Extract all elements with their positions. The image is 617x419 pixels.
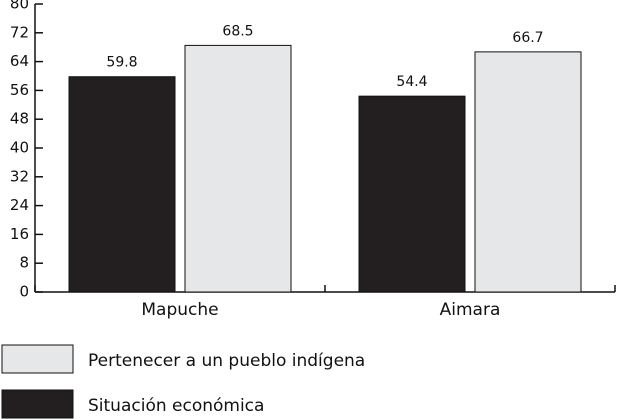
y-tick-label: 8 [19,254,29,272]
y-tick-label: 48 [10,110,29,128]
y-tick-label: 40 [10,139,29,157]
x-tick-label: Mapuche [141,300,218,320]
value-label: 54.4 [396,74,427,90]
value-label: 66.7 [512,30,543,46]
legend-label: Pertenecer a un pueblo indígena [88,351,365,371]
y-tick-label: 72 [10,23,29,41]
value-label: 68.5 [222,23,253,39]
legend-label: Situación económica [88,396,264,416]
y-tick-label: 80 [10,0,29,13]
bar [474,51,582,293]
y-tick-label: 64 [10,52,29,70]
bar [358,95,466,293]
bar [184,44,292,293]
y-tick-label: 0 [19,283,29,301]
bar [68,76,176,293]
legend-swatch [1,344,74,374]
legend-swatch [1,389,74,419]
value-label: 59.8 [106,55,137,71]
y-tick-label: 32 [10,167,29,185]
y-tick-label: 56 [10,81,29,99]
x-tick-label: Aimara [440,300,501,320]
y-tick-label: 24 [10,196,29,214]
y-tick-label: 16 [10,225,29,243]
